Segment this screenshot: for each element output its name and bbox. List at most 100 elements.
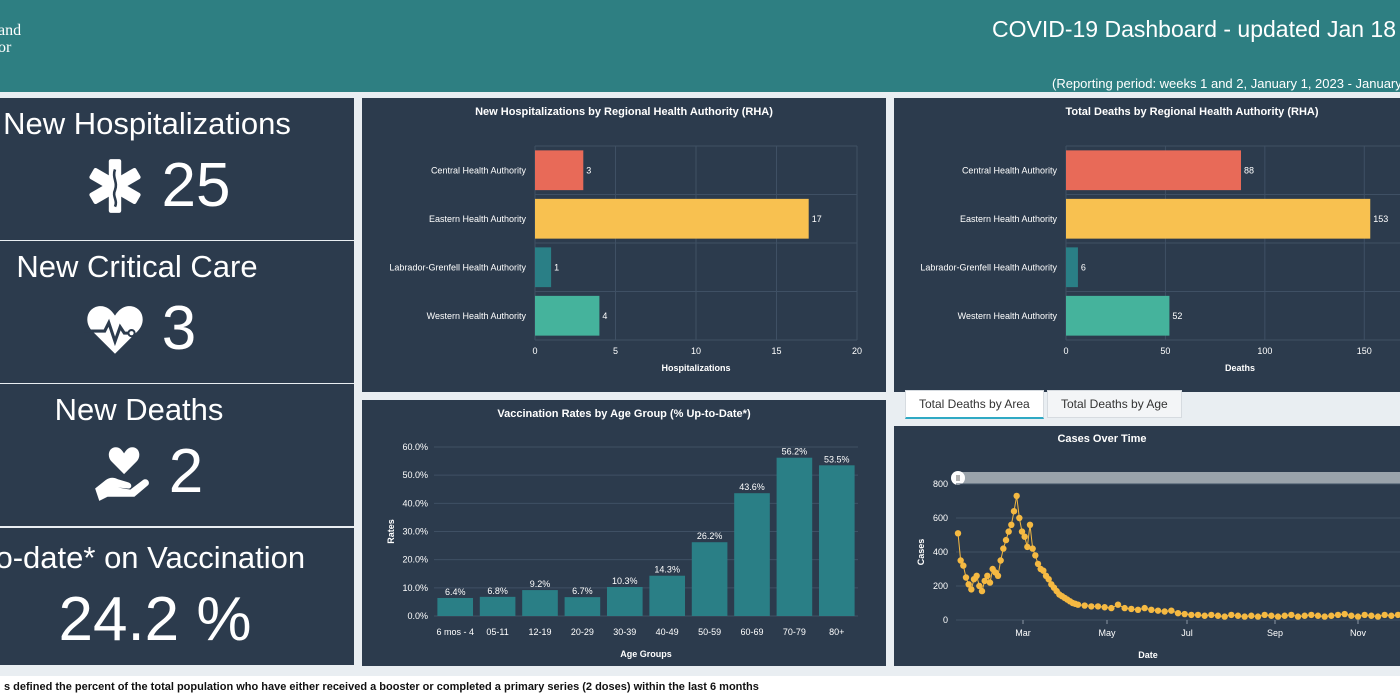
data-label: 43.6% [739,482,765,492]
data-label: 6 [1081,262,1086,272]
tick-label: Jul [1181,628,1193,638]
category-label: 40-49 [656,627,679,637]
data-point [1016,514,1023,522]
data-point [1161,608,1168,615]
tick-label: 400 [933,547,948,557]
data-point [1010,508,1018,515]
data-point [1288,611,1295,619]
kpi-value: 24.2 % [58,585,252,654]
kpi-label: New Critical Care [16,249,258,284]
data-point [1000,545,1007,552]
data-point [960,562,967,569]
kpi-label: New Deaths [54,392,224,427]
data-point [1248,612,1255,619]
axis-label: Cases [916,539,926,566]
deaths-chart-panel: Total Deaths by Regional Health Authorit… [894,98,1400,392]
data-point [1241,613,1248,620]
category-label: Western Health Authority [427,311,527,321]
bar [535,198,809,239]
footnote: s defined the percent of the total popul… [0,676,1400,700]
tick-label: 200 [933,581,948,591]
data-point [1034,560,1042,568]
slider-handle [951,471,965,485]
tick-label: 10 [691,346,701,356]
tab-total-deaths-by-age[interactable]: Total Deaths by Age [1047,390,1182,418]
data-label: 153 [1373,214,1388,224]
data-point [1154,607,1162,614]
data-label: 52 [1172,311,1182,321]
data-label: 26.2% [697,531,723,541]
tick-label: 20.0% [402,555,428,565]
reporting-period: (Reporting period: weeks 1 and 2, Januar… [1052,76,1400,91]
data-point [1201,612,1208,619]
data-label: 3 [586,165,591,175]
tick-label: 150 [1357,346,1372,356]
data-point [965,581,972,588]
bar [606,586,643,616]
hospitalizations-chart: 0 5 10 15 20 3 Central Health Authority 17 Easte… [389,145,862,373]
data-label: 1 [554,262,559,272]
page-title: COVID-19 Dashboard - updated Jan 18 [992,16,1397,42]
data-point [954,530,962,537]
data-point [986,579,994,586]
tab-total-deaths-by-area[interactable]: Total Deaths by Area [905,390,1044,419]
data-point [962,574,970,581]
data-point [1368,612,1375,619]
category-label: 50-59 [698,627,721,637]
category-label: 80+ [829,627,844,637]
range-slider [956,472,1400,484]
data-point [1088,603,1095,610]
data-point [1321,613,1328,620]
data-point [1181,610,1188,618]
data-point [968,586,975,593]
data-point [1308,611,1315,619]
category-label: Central Health Authority [431,165,527,175]
data-point [1128,605,1135,613]
tick-label: 0 [532,346,537,356]
tick-label: 50 [1160,346,1170,356]
data-point [1008,521,1015,528]
bar [535,295,600,336]
tick-label: 40.0% [402,498,428,508]
data-label: 17 [812,214,822,224]
data-point [1024,543,1031,551]
axis-label: Age Groups [620,649,672,659]
data-point [1074,601,1082,608]
data-point [973,572,980,579]
data-label: 6.4% [445,587,466,597]
category-label: Labrador-Grenfell Health Authority [389,262,526,272]
data-label: 14.3% [654,565,680,575]
chart-title: Total Deaths by Regional Health Authorit… [1065,106,1319,118]
data-point [1274,613,1282,620]
kpi-new-deaths: New Deaths 2 [0,384,354,526]
kpi-value: 3 [161,294,197,363]
category-label: Eastern Health Authority [960,214,1058,224]
category-label: 6 mos - 4 [436,627,474,637]
tick-label: 5 [613,346,618,356]
bar [1066,150,1241,191]
data-point [1134,606,1142,613]
data-point [1394,611,1400,619]
tick-label: 800 [933,479,948,489]
axis-label: Hospitalizations [661,363,730,373]
kpi-label: to-date* on Vaccination [0,540,306,575]
data-point [1121,604,1128,612]
tick-label: Nov [1350,628,1367,638]
data-point [1208,611,1215,619]
bar [535,150,584,191]
data-point [994,572,1002,579]
category-label: 30-39 [613,627,636,637]
data-label: 10.3% [612,576,638,586]
bar [479,596,516,616]
data-label: 6.7% [572,586,593,596]
data-label: 56.2% [782,447,808,457]
logo: and or [0,22,21,56]
cases-chart: 0 200 400 600 800 Mar May Jul Sep Nov Date Cases [916,471,1400,660]
data-point [1114,601,1122,608]
bar [649,575,686,616]
data-point [1081,602,1088,609]
tick-label: 15 [771,346,781,356]
data-label: 9.2% [530,579,551,589]
deaths-tabs: Total Deaths by Area Total Deaths by Age [893,386,1400,422]
bar [1066,295,1170,336]
